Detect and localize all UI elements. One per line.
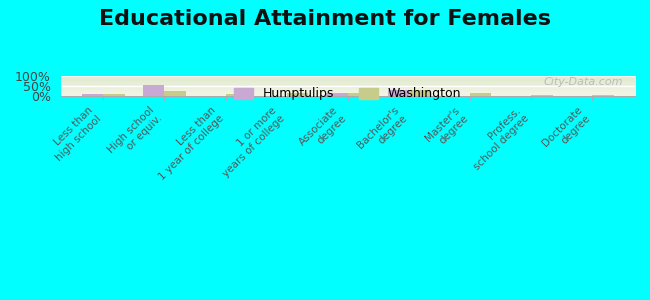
Bar [592,95,614,96]
Bar [470,93,491,96]
Bar [531,95,552,96]
Bar [226,94,247,96]
Text: City-Data.com: City-Data.com [544,76,623,87]
Text: Educational Attainment for Females: Educational Attainment for Females [99,9,551,29]
Bar [82,94,103,96]
Bar [326,94,348,96]
Bar [103,94,125,96]
Bar [387,90,409,96]
Bar [287,93,308,96]
Bar [409,90,430,96]
Bar [164,91,186,96]
Legend: Humptulips, Washington: Humptulips, Washington [229,82,467,106]
Bar [143,85,164,96]
Bar [348,93,369,96]
